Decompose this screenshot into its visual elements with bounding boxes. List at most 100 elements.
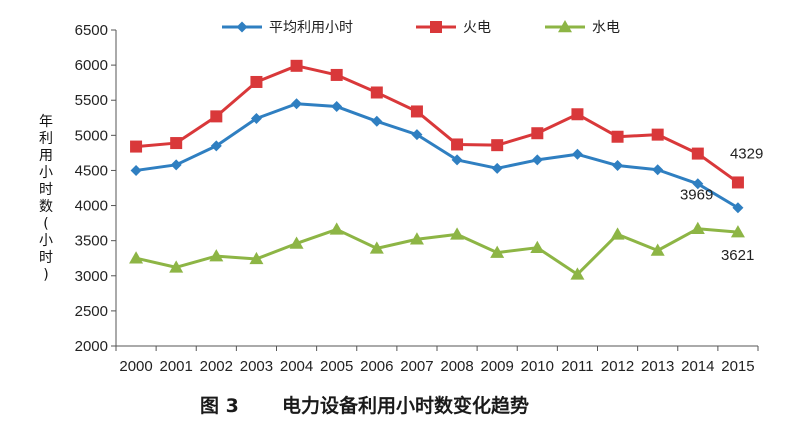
data-point-square	[170, 137, 183, 150]
data-point-square	[430, 21, 442, 33]
data-point-square	[130, 140, 143, 153]
data-point-square	[571, 108, 584, 121]
data-point-square	[410, 105, 423, 118]
y-axis-title-char: 年	[39, 114, 53, 130]
data-point-square	[731, 176, 744, 189]
data-point-triangle	[650, 243, 665, 256]
data-point-square	[370, 86, 383, 99]
data-point-triangle	[289, 236, 304, 249]
data-point-triangle	[490, 245, 505, 258]
y-tick-label: 4500	[75, 162, 108, 179]
data-point-diamond	[451, 154, 463, 166]
data-point-triangle	[610, 227, 625, 240]
data-point-square	[330, 68, 343, 81]
data-point-diamond	[236, 21, 248, 33]
data-point-triangle	[209, 249, 224, 262]
data-point-diamond	[652, 164, 664, 176]
caption-figure-number: 图 3	[200, 395, 239, 417]
data-point-diamond	[411, 129, 423, 141]
x-tick-label: 2009	[481, 358, 514, 375]
y-axis-title-char: 时	[39, 182, 53, 198]
data-point-diamond	[170, 159, 182, 171]
data-label: 3969	[680, 187, 713, 204]
y-axis-title: 年利用小时数(小时)	[39, 114, 53, 283]
x-tick-label: 2000	[119, 358, 152, 375]
x-tick-label: 2012	[601, 358, 634, 375]
data-point-square	[491, 139, 504, 152]
y-tick-label: 6000	[75, 57, 108, 74]
y-axis-title-char: 时	[39, 250, 53, 266]
data-point-diamond	[732, 202, 744, 214]
data-point-square	[451, 138, 464, 151]
y-tick-label: 2500	[75, 303, 108, 320]
data-point-triangle	[450, 227, 465, 240]
x-tick-label: 2004	[280, 358, 313, 375]
data-point-triangle	[570, 267, 585, 280]
data-point-triangle	[530, 240, 545, 253]
x-tick-label: 2007	[400, 358, 433, 375]
y-tick-label: 4000	[75, 198, 108, 215]
y-tick-label: 6500	[75, 22, 108, 39]
data-point-square	[290, 59, 303, 72]
data-point-triangle	[369, 241, 384, 254]
x-tick-label: 2001	[160, 358, 193, 375]
y-axis-title-char: 数	[39, 199, 53, 215]
data-point-diamond	[491, 162, 503, 174]
data-point-triangle	[558, 20, 572, 33]
x-tick-label: 2005	[320, 358, 353, 375]
data-point-square	[531, 127, 544, 140]
x-tick-label: 2011	[561, 358, 593, 375]
y-axis-title-char: )	[43, 267, 48, 283]
data-label: 4329	[730, 145, 763, 162]
y-tick-label: 3000	[75, 268, 108, 285]
y-axis-title-char: 小	[39, 165, 53, 181]
x-tick-label: 2014	[681, 358, 714, 375]
y-axis-title-char: (	[43, 216, 48, 232]
data-point-triangle	[169, 260, 184, 273]
y-axis-title-char: 小	[39, 233, 53, 249]
y-axis-title-char: 用	[39, 148, 53, 164]
legend-label: 水电	[592, 20, 620, 36]
data-point-diamond	[692, 178, 704, 190]
y-tick-label: 5500	[75, 92, 108, 109]
data-point-diamond	[371, 115, 383, 127]
series-line	[135, 227, 739, 276]
data-point-square	[611, 130, 624, 143]
y-tick-label: 2000	[75, 338, 108, 355]
x-tick-label: 2002	[200, 358, 233, 375]
y-tick-label: 3500	[75, 233, 108, 250]
x-tick-label: 2015	[721, 358, 754, 375]
x-tick-label: 2006	[360, 358, 393, 375]
data-point-triangle	[129, 251, 144, 264]
data-point-diamond	[331, 101, 343, 113]
caption-title: 电力设备利用小时数变化趋势	[282, 394, 529, 417]
x-tick-label: 2008	[440, 358, 473, 375]
data-point-diamond	[250, 112, 262, 124]
data-point-triangle	[690, 221, 705, 234]
x-tick-label: 2010	[521, 358, 554, 375]
y-axis-title-char: 利	[39, 131, 53, 147]
data-point-diamond	[612, 160, 624, 172]
data-point-triangle	[249, 251, 264, 265]
data-point-diamond	[531, 154, 543, 166]
data-point-square	[691, 147, 704, 160]
data-point-triangle	[329, 222, 344, 235]
y-tick-label: 5000	[75, 127, 108, 144]
series-line	[135, 64, 739, 184]
legend-label: 平均利用小时	[269, 20, 353, 36]
series-line	[135, 102, 739, 210]
legend-label: 火电	[463, 20, 491, 36]
data-point-triangle	[409, 232, 424, 245]
data-point-diamond	[291, 98, 303, 110]
data-point-triangle	[730, 225, 745, 238]
data-label: 3621	[721, 247, 754, 264]
data-point-square	[651, 128, 664, 141]
x-tick-label: 2003	[240, 358, 273, 375]
data-point-diamond	[571, 148, 583, 160]
data-point-diamond	[130, 164, 142, 176]
x-tick-label: 2013	[641, 358, 674, 375]
data-point-diamond	[210, 140, 222, 152]
data-point-square	[210, 110, 223, 123]
